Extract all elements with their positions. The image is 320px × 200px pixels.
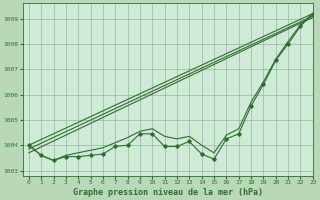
X-axis label: Graphe pression niveau de la mer (hPa): Graphe pression niveau de la mer (hPa) <box>73 188 263 197</box>
